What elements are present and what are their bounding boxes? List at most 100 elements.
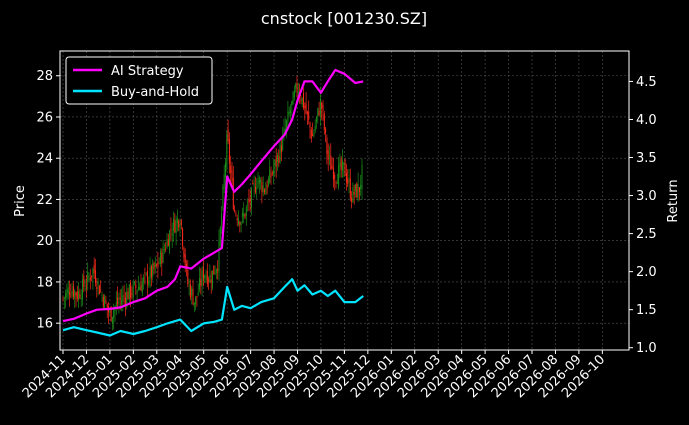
candle-body [343,162,345,166]
candle-body [331,165,333,169]
candle-body [231,170,233,182]
candle-body [358,187,360,193]
candle-body [71,291,73,296]
candle-body [310,129,312,139]
candle-body [85,285,87,287]
candle-body [225,162,226,178]
candle-body [72,286,74,297]
candle-body [227,129,229,142]
chart-title: cnstock [001230.SZ] [261,9,427,28]
candle-body [67,287,69,294]
candle-body [149,267,151,280]
candle-body [303,92,304,108]
candle-body [319,98,321,116]
candle-body [106,303,108,309]
candle-body [317,107,319,116]
candle-body [78,291,80,300]
candle-body [204,275,206,278]
legend-label-strategy: AI Strategy [111,64,184,79]
candle-body [66,289,68,298]
candle-body [234,209,236,211]
y-tick-right-label: 1.0 [636,341,657,356]
candle-body [316,117,317,122]
candle-body [286,120,288,129]
candle-body [76,291,78,299]
candle-body [134,281,135,284]
candle-body [271,172,273,174]
candle-body [163,249,165,251]
candle-body [251,187,252,208]
candle-body [340,159,342,171]
candle-body [184,254,186,266]
candle-body [280,145,282,153]
candle-body [297,92,299,97]
series-lines [62,68,364,337]
candle-body [334,174,336,180]
candle-body [222,186,224,210]
candle-body [80,297,82,300]
candle-body [195,296,197,305]
candle-body [158,262,160,264]
y-axis-right-label: Return [666,179,681,222]
candle-body [119,297,121,300]
y-tick-left-label: 16 [36,317,53,332]
candle-body [253,183,255,187]
candle-body [82,279,83,300]
candle-body [230,165,232,173]
candle-body [166,239,168,248]
candle-body [150,266,152,278]
candle-body [69,292,70,295]
candle-body [208,279,210,281]
candle-body [191,288,193,296]
candle-body [327,150,329,160]
y-tick-right-label: 3.0 [636,189,657,204]
candle-body [360,184,362,189]
candle-body [98,285,100,295]
candle-body [167,239,169,247]
candle-body [127,291,129,300]
candle-body [352,186,354,203]
candle-body [111,316,113,323]
candle-body [62,297,64,299]
candle-body [91,275,93,277]
candle-body [109,310,111,312]
candle-body [323,113,325,130]
candle-body [342,160,343,171]
candle-body [215,269,217,274]
candle-body [212,270,213,289]
candle-body [254,186,256,193]
candle-body [232,178,234,210]
series-line-buy-and-hold [62,278,364,337]
candle-body [160,251,161,265]
candle-body [292,92,294,105]
candle-body [218,240,220,273]
candle-body [309,122,311,128]
candle-body [154,263,156,268]
candle-body [214,272,216,274]
candle-body [96,286,98,290]
candle-body [260,180,262,183]
candle-body [95,270,96,284]
candle-body [318,110,320,116]
y-tick-left-label: 24 [36,152,53,167]
candle-body [240,222,242,226]
y-tick-left-label: 18 [36,275,53,290]
y-tick-left-label: 26 [36,110,53,125]
candle-body [290,110,291,113]
candle-body [148,280,150,286]
candle-body [140,284,142,291]
candle-body [117,297,119,305]
candle-body [201,270,203,287]
candle-body [102,296,104,307]
candle-body [270,173,272,177]
candle-body [335,182,337,183]
candle-body [186,264,187,268]
candle-body [173,218,174,231]
candle-body [213,265,215,275]
candle-body [361,164,363,190]
candle-body [235,213,237,215]
candle-body [221,213,223,225]
candle-body [130,282,132,298]
